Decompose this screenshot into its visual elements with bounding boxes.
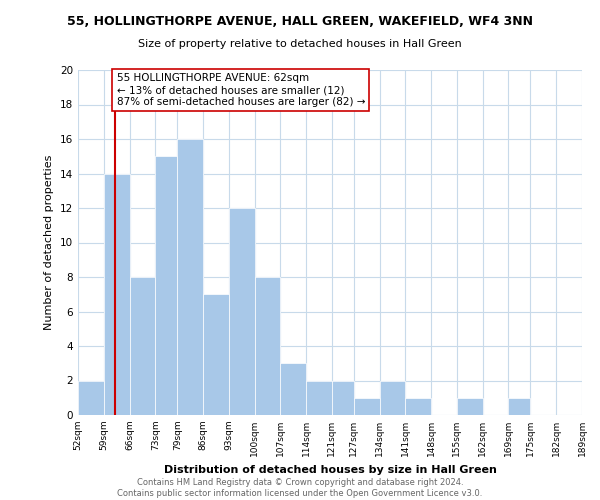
Bar — [280, 363, 306, 415]
Text: 55 HOLLINGTHORPE AVENUE: 62sqm
← 13% of detached houses are smaller (12)
87% of : 55 HOLLINGTHORPE AVENUE: 62sqm ← 13% of … — [116, 74, 365, 106]
Bar — [332, 380, 354, 415]
Bar — [178, 139, 203, 415]
Bar — [508, 398, 530, 415]
Bar — [380, 380, 406, 415]
Bar — [155, 156, 178, 415]
Bar — [306, 380, 332, 415]
Text: 55, HOLLINGTHORPE AVENUE, HALL GREEN, WAKEFIELD, WF4 3NN: 55, HOLLINGTHORPE AVENUE, HALL GREEN, WA… — [67, 15, 533, 28]
Bar — [104, 174, 130, 415]
Text: Size of property relative to detached houses in Hall Green: Size of property relative to detached ho… — [138, 39, 462, 49]
Bar — [78, 380, 104, 415]
Bar — [254, 277, 280, 415]
Text: Contains HM Land Registry data © Crown copyright and database right 2024.
Contai: Contains HM Land Registry data © Crown c… — [118, 478, 482, 498]
Y-axis label: Number of detached properties: Number of detached properties — [44, 155, 55, 330]
X-axis label: Distribution of detached houses by size in Hall Green: Distribution of detached houses by size … — [164, 464, 496, 474]
Bar — [229, 208, 254, 415]
Bar — [130, 277, 155, 415]
Bar — [457, 398, 482, 415]
Bar — [406, 398, 431, 415]
Bar — [203, 294, 229, 415]
Bar — [354, 398, 380, 415]
